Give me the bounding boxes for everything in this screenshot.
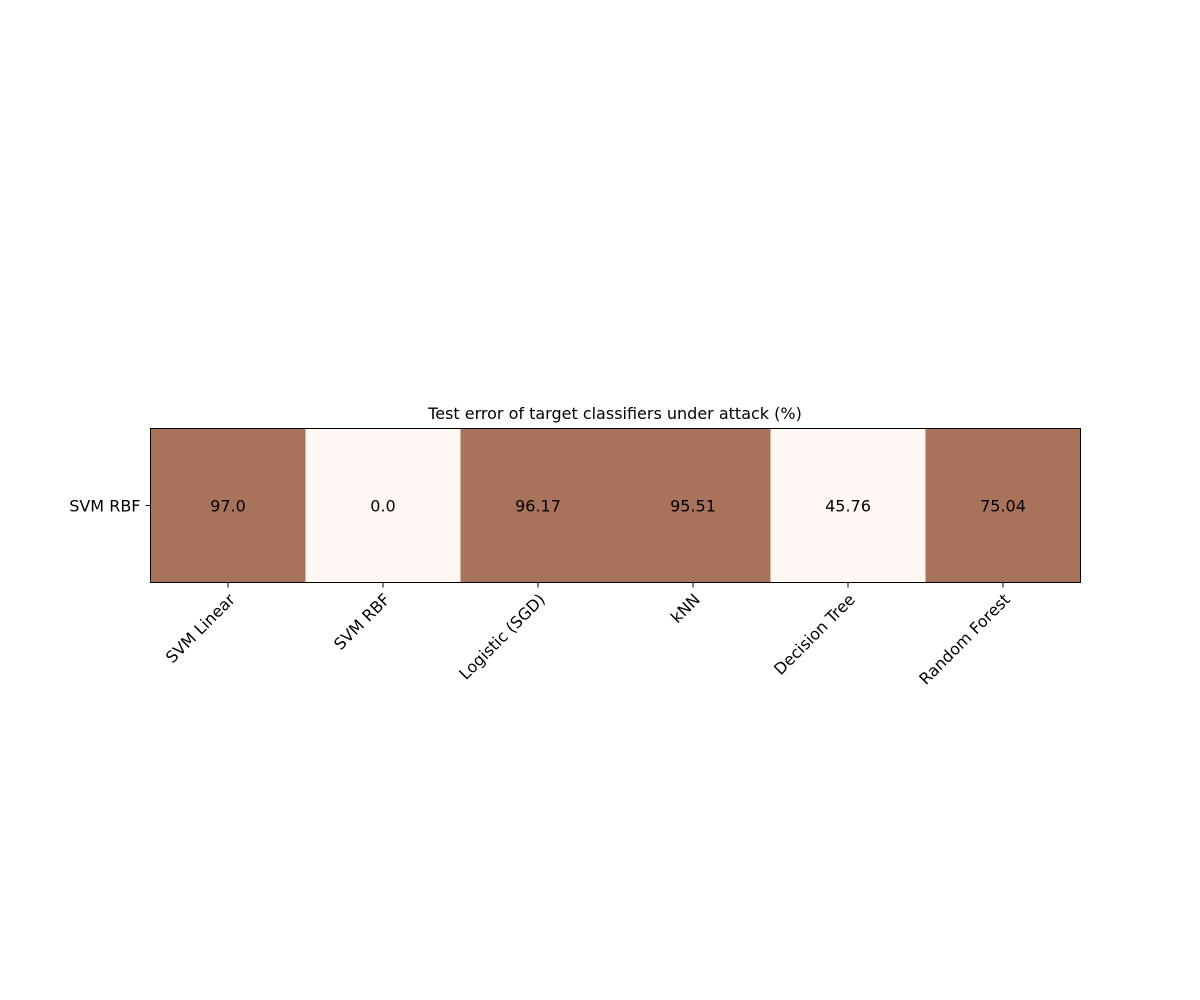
cell-value-label: 45.76 <box>825 497 871 516</box>
cell-value-label: 95.51 <box>670 497 716 516</box>
heatmap-value-labels: 97.0 0.0 96.17 95.51 45.76 75.04 <box>210 497 1026 516</box>
heatmap-cell <box>770 428 926 583</box>
cell-value-label: 96.17 <box>515 497 561 516</box>
heatmap-cell <box>460 428 616 583</box>
cell-value-label: 97.0 <box>210 497 246 516</box>
heatmap-cell <box>615 428 771 583</box>
y-axis: SVM RBF <box>69 497 151 516</box>
cell-value-label: 75.04 <box>980 497 1026 516</box>
y-tick-label: SVM RBF <box>69 497 140 516</box>
heatmap-cells <box>150 428 1081 583</box>
heatmap-cell <box>150 428 306 583</box>
heatmap-cell <box>925 428 1081 583</box>
chart-title: Test error of target classifiers under a… <box>427 404 802 423</box>
cell-value-label: 0.0 <box>370 497 395 516</box>
heatmap-cell <box>305 428 461 583</box>
